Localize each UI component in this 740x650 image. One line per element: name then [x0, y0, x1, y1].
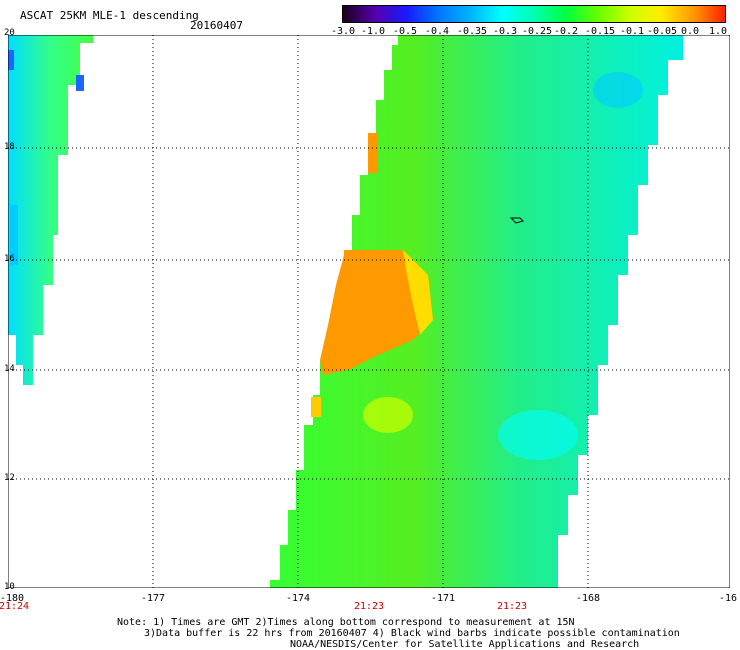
time-label: 21:24: [0, 601, 30, 612]
left-swath-pixel: [8, 50, 14, 70]
colorbar-label: -0.1: [619, 26, 645, 37]
colorbar-label: -0.15: [584, 26, 616, 37]
lon-label: -180: [0, 593, 25, 604]
note-line: Note: 1) Times are GMT 2)Times along bot…: [117, 617, 575, 628]
colorbar-label: -1.0: [360, 26, 386, 37]
left-swath-pixel: [10, 205, 18, 265]
lat-label: 16: [4, 254, 15, 264]
colorbar-label: 1.0: [708, 26, 728, 37]
yellow-patch: [363, 397, 413, 433]
left-swath: [8, 35, 93, 385]
colorbar-label: -0.05: [646, 26, 678, 37]
high-mle-pixel: [311, 397, 321, 417]
lat-label: 12: [4, 473, 15, 483]
high-mle-region: [320, 250, 433, 375]
colorbar: [342, 5, 726, 23]
lon-label: -177: [140, 593, 166, 604]
colorbar-label: -0.3: [492, 26, 518, 37]
colorbar-label: 0.0: [680, 26, 700, 37]
colorbar-label: -3.0: [330, 26, 356, 37]
left-swath-pixel: [76, 75, 84, 91]
note-line: NOAA/NESDIS/Center for Satellite Applica…: [290, 639, 640, 650]
lon-label: -174: [285, 593, 311, 604]
high-mle-pixel: [368, 133, 378, 173]
time-label: 21:23: [353, 601, 385, 612]
lat-label: 20: [4, 28, 15, 38]
lon-label: -171: [430, 593, 456, 604]
colorbar-label: -0.4: [424, 26, 450, 37]
colorbar-label: -0.2: [553, 26, 579, 37]
colorbar-label: -0.35: [456, 26, 488, 37]
lat-label: 14: [4, 364, 15, 374]
colorbar-label: -0.25: [521, 26, 553, 37]
main-swath: [270, 35, 683, 588]
time-label: 21:23: [496, 601, 528, 612]
cyan-patch: [593, 72, 643, 108]
note-line: 3)Data buffer is 22 hrs from 20160407 4)…: [144, 628, 680, 639]
colorbar-label: -0.5: [392, 26, 418, 37]
product-title: ASCAT 25KM MLE-1 descending: [20, 9, 199, 22]
wind-barb-icon: [509, 217, 524, 224]
lon-label: -16: [718, 593, 738, 604]
lat-lon-grid: [8, 35, 730, 588]
product-date: 20160407: [190, 19, 243, 32]
map-plot: [8, 35, 730, 588]
lon-label: -168: [575, 593, 601, 604]
lat-label: 10: [4, 582, 15, 592]
lat-label: 18: [4, 142, 15, 152]
cyan-patch: [498, 410, 578, 460]
high-mle-region: [403, 250, 433, 335]
